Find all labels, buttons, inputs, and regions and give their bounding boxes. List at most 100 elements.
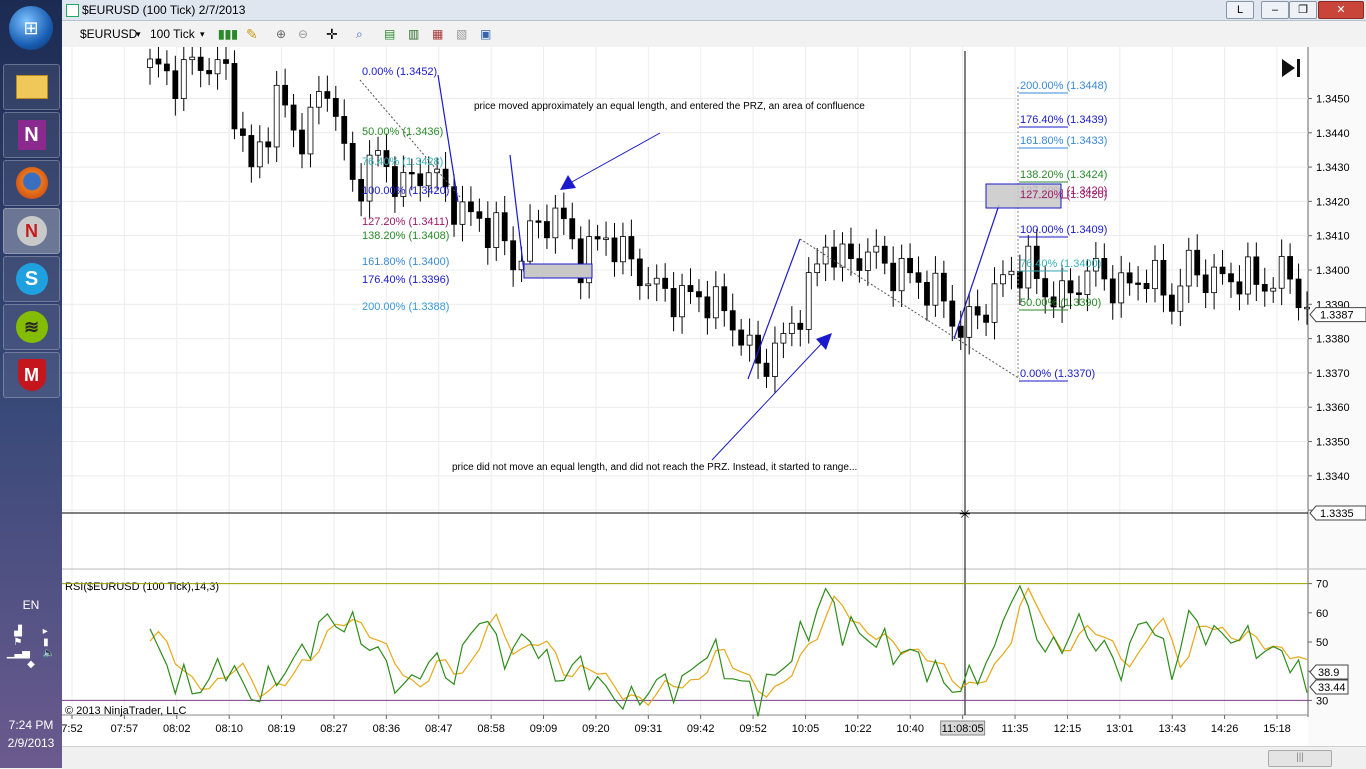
drawing-tools-icon[interactable]: ✎ [246, 26, 258, 42]
candle-down [1126, 272, 1133, 284]
fib-level-label-right: 138.20% (1.3424) [1020, 169, 1107, 181]
indicators-icon[interactable]: ▤ [384, 27, 396, 41]
fib-level-label-right: 100.00% (1.3409) [1020, 224, 1107, 236]
candle-up [645, 283, 652, 287]
ninjatrader-button[interactable]: N [3, 208, 60, 254]
candle-up [746, 334, 753, 346]
fib-trend-line [799, 238, 1021, 380]
clock-date[interactable]: 2/9/2013 [7, 736, 55, 750]
mcafee-button[interactable]: M [3, 352, 60, 398]
clock-time[interactable]: 7:24 PM [8, 718, 54, 732]
zoom-out-icon[interactable]: ⊖ [298, 27, 309, 41]
go-to-end-icon [1282, 59, 1295, 77]
candle-down [197, 56, 204, 71]
dropbox-icon[interactable]: ◆ [27, 659, 35, 670]
show-hidden-icons-icon[interactable]: ▸ [42, 626, 48, 637]
candle-down [155, 58, 162, 65]
fib-level-label-left: 176.40% (1.3396) [362, 274, 449, 286]
title-bar[interactable]: $EURUSD (100 Tick) 2/7/2013 L ‒ ❐ ✕ [62, 0, 1366, 21]
close-button[interactable]: ✕ [1318, 1, 1364, 19]
candle-down [662, 277, 669, 289]
properties-icon[interactable]: ▣ [480, 27, 492, 41]
templates-icon[interactable]: ▧ [456, 27, 468, 41]
zoom-in-icon[interactable]: ⊕ [276, 27, 287, 41]
candle-down [831, 246, 837, 268]
candle-down [1236, 281, 1243, 295]
instrument-selector[interactable]: $EURUSD [80, 27, 138, 41]
candle-up [898, 258, 905, 292]
candle-up [425, 172, 432, 187]
language-indicator[interactable]: EN [22, 598, 40, 612]
candle-up [1278, 256, 1285, 289]
chart-toolbar: $EURUSD ▾ 100 Tick ▾ ▮▮▮ ✎ ⊕ ⊖ ✛ ⌕ ▤ ▥ ▦… [62, 21, 1366, 48]
time-tick-label: 10:22 [844, 723, 872, 735]
firefox-button[interactable] [3, 160, 60, 206]
candle-down [1160, 259, 1167, 296]
candle-down [408, 172, 415, 175]
candle-down [248, 135, 255, 168]
crosshair-icon[interactable]: ✛ [326, 26, 338, 42]
candle-down [392, 166, 398, 197]
file-explorer-button[interactable] [3, 64, 60, 110]
candle-up [214, 59, 221, 75]
time-tick-label: 10:40 [896, 723, 924, 735]
candle-down [1287, 256, 1294, 280]
signal-icon[interactable]: ▁▃▅ [6, 648, 30, 659]
candle-up [1118, 272, 1125, 304]
rsi-tick-label: 70 [1316, 579, 1328, 591]
crosshair-price-marker: 1.3335 [1320, 508, 1354, 520]
chart-style-icon[interactable]: ▮▮▮ [218, 27, 238, 41]
candle-up [814, 263, 821, 274]
rsi-value-marker-box [1309, 664, 1349, 680]
fib-level-label-left: 50.00% (1.3436) [362, 126, 443, 138]
chevron-down-icon[interactable]: ▾ [136, 29, 141, 39]
onenote-button[interactable]: N [3, 112, 60, 158]
start-button[interactable]: ⊞ [9, 6, 53, 50]
data-box-icon[interactable]: ⌕ [356, 27, 363, 41]
rsi-value-marker: 38.9 [1318, 667, 1339, 679]
skype-button[interactable]: S [3, 256, 60, 302]
time-tick-label: 13:43 [1158, 723, 1186, 735]
horizontal-scrollbar[interactable]: ||| [62, 746, 1366, 769]
volume-icon[interactable]: 🔈 [42, 648, 56, 659]
fib-level-label-left: 127.20% (1.3411) [362, 216, 449, 228]
battery-icon[interactable]: ▮ [43, 637, 49, 648]
chart-canvas[interactable]: 1.3450 1.3440 1.3430 1.3420 1.3410 1.3400 1.33… [62, 47, 1366, 746]
flag-icon[interactable]: ⚑ [13, 637, 23, 648]
interval-selector[interactable]: 100 Tick [150, 27, 195, 41]
minimize-button[interactable]: ‒ [1261, 1, 1289, 19]
candle-down [383, 150, 390, 167]
spotify-button[interactable]: ≋ [3, 304, 60, 350]
candle-down [890, 262, 897, 292]
chart-window-icon [66, 4, 79, 17]
candle-up [552, 207, 559, 239]
skype-icon: S [15, 263, 48, 295]
candle-down [476, 211, 483, 219]
copyright-text: © 2013 NinjaTrader, LLC [65, 705, 186, 717]
scrollbar-thumb[interactable]: ||| [1268, 750, 1332, 767]
network-icon[interactable]: ▟ [14, 626, 22, 637]
chevron-down-icon[interactable]: ▾ [200, 29, 205, 39]
candle-down [949, 300, 956, 327]
onenote-icon: N [17, 120, 46, 150]
time-tick-label: 09:09 [530, 723, 558, 735]
candle-down [1033, 245, 1040, 279]
rsi-signal-line [149, 586, 1308, 707]
candle-up [1152, 259, 1158, 290]
link-button[interactable]: L [1226, 1, 1254, 19]
candle-down [763, 362, 770, 377]
candle-down [856, 258, 863, 271]
candle-down [924, 281, 930, 306]
fib-level-label-right: 76.40% (1.3400) [1020, 258, 1101, 270]
strategies-icon[interactable]: ▥ [408, 27, 420, 41]
chart-trader-icon[interactable]: ▦ [432, 27, 444, 41]
time-tick-label: 09:20 [582, 723, 610, 735]
candle-down [1228, 273, 1234, 283]
last-price-marker: 1.3387 [1320, 310, 1354, 322]
candle-down [231, 63, 238, 130]
last-price-marker-box [1309, 307, 1366, 323]
time-tick-label: 13:01 [1106, 723, 1134, 735]
fib-level-label-left: 161.80% (1.3400) [362, 256, 449, 268]
candle-up [1092, 257, 1099, 272]
maximize-button[interactable]: ❐ [1289, 1, 1317, 19]
